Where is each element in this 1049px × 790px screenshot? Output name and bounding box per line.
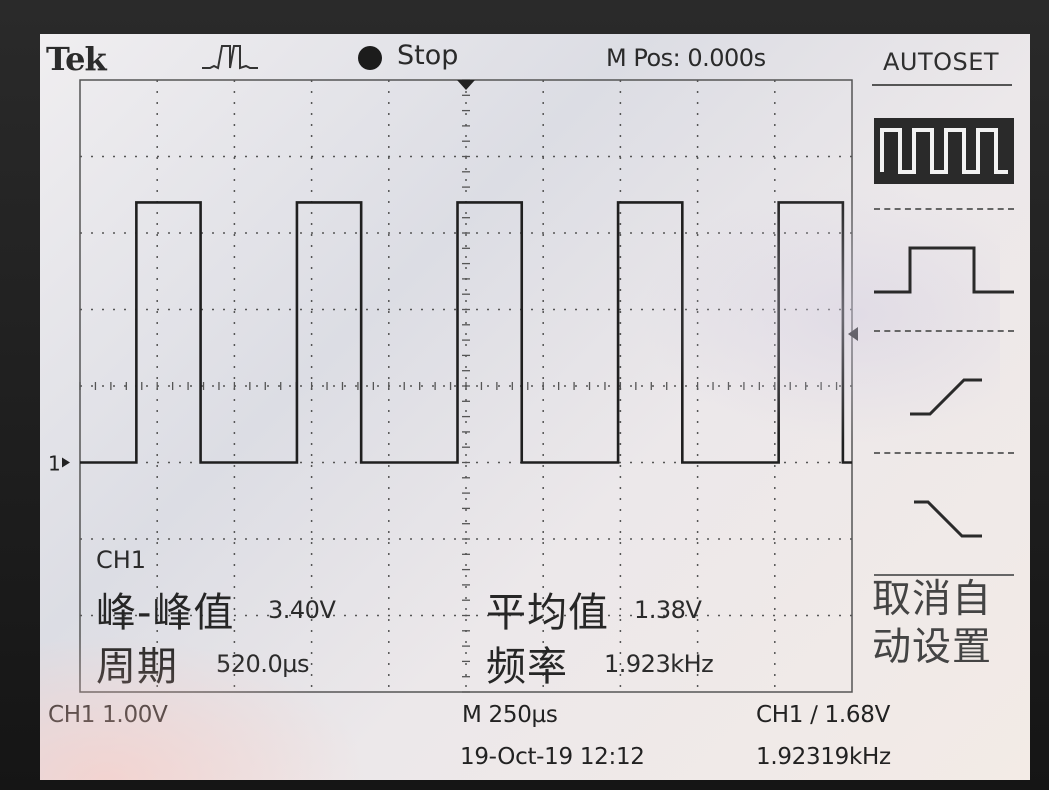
menu-separator — [874, 452, 1014, 454]
peak-to-peak-label: 峰-峰值 — [96, 590, 235, 636]
frequency-label: 频率 — [486, 644, 568, 690]
mean-label: 平均值 — [486, 590, 609, 636]
option-single-cycle-square[interactable] — [874, 240, 1014, 310]
date-time-readout: 19-Oct-19 12:12 — [460, 744, 645, 770]
period-label: 周期 — [96, 644, 178, 690]
top-status-bar: Tek Stop M Pos: 0.000s AUTOSET — [40, 34, 1030, 86]
ch1-square-wave — [80, 201, 852, 464]
trigger-frequency-readout: 1.92319kHz — [756, 744, 891, 770]
brand-logo: Tek — [46, 40, 107, 78]
ch1-scale-readout: CH1 1.00V — [48, 702, 168, 728]
menu-separator — [874, 574, 1014, 576]
oscilloscope-screen: Tek Stop M Pos: 0.000s AUTOSET 1 — [40, 34, 1030, 780]
peak-to-peak-value: 3.40V — [268, 596, 336, 624]
stop-indicator-icon — [358, 46, 382, 70]
autoset-side-menu — [866, 94, 1016, 734]
menu-title: AUTOSET — [883, 48, 1000, 76]
trigger-readout: CH1 ∕ 1.68V — [756, 702, 891, 728]
multi-cycle-square-icon — [874, 118, 1014, 184]
cancel-autoset-button[interactable]: 取消自 动设置 — [872, 576, 1020, 672]
option-multi-cycle-square[interactable] — [874, 116, 1014, 186]
falling-edge-icon — [914, 500, 982, 538]
trigger-level-icon — [848, 326, 858, 341]
option-falling-edge[interactable] — [874, 482, 1014, 552]
cancel-autoset-line1: 取消自 — [872, 577, 993, 622]
menu-title-divider — [872, 84, 1012, 86]
timebase-readout: M 250µs — [462, 702, 558, 728]
menu-separator — [874, 208, 1014, 210]
single-cycle-square-icon — [874, 246, 1014, 294]
channel-ground-marker: 1 — [48, 452, 61, 476]
period-value: 520.0µs — [216, 650, 309, 678]
trigger-position-icon — [457, 80, 475, 90]
mean-value: 1.38V — [634, 596, 702, 624]
channel-ground-arrow-icon — [62, 457, 70, 468]
measurement-channel: CH1 — [96, 546, 147, 574]
run-status: Stop — [397, 40, 459, 71]
option-rising-edge[interactable] — [874, 360, 1014, 430]
display-markers: 1 — [48, 80, 858, 476]
trigger-waveform-icon — [202, 45, 258, 70]
ch1-trace — [80, 201, 852, 464]
waveform-display: 1 — [48, 79, 858, 693]
rising-edge-icon — [910, 378, 982, 416]
main-position-readout: M Pos: 0.000s — [606, 44, 766, 72]
menu-separator — [874, 330, 1014, 332]
frequency-value: 1.923kHz — [604, 650, 714, 678]
cancel-autoset-line2: 动设置 — [872, 625, 993, 670]
